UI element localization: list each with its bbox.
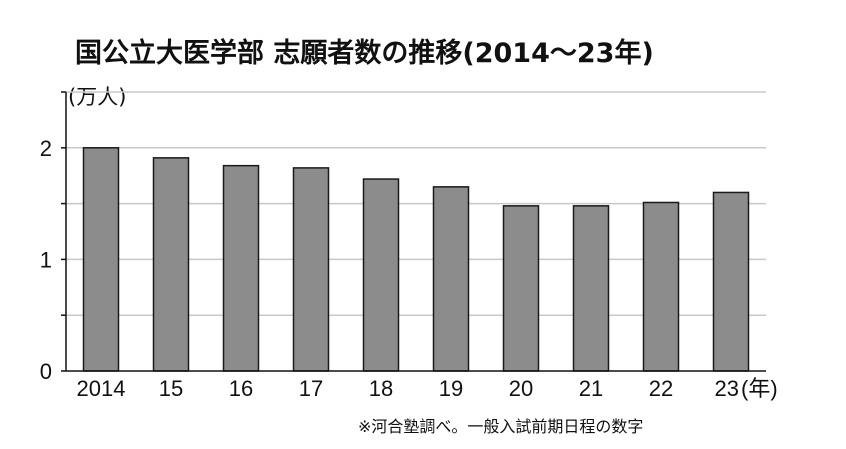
y-axis-unit-label: (万人) [68, 85, 126, 109]
bars [82, 147, 750, 372]
x-tick-label: 23 [715, 376, 739, 401]
chart-title: 国公立大医学部 志願者数の推移(2014〜23年) [75, 37, 654, 69]
y-tick-label: 2 [40, 136, 52, 161]
bar [362, 178, 400, 372]
bar [222, 164, 260, 372]
bar [152, 157, 190, 372]
x-tick-label: 17 [299, 376, 323, 401]
x-tick-label: 22 [649, 376, 673, 401]
x-tick-label: 21 [579, 376, 603, 401]
x-tick-label: 20 [509, 376, 533, 401]
bar [642, 201, 680, 372]
bar [432, 186, 470, 372]
bar [292, 167, 330, 372]
x-tick-label: 16 [229, 376, 253, 401]
bar [712, 191, 750, 372]
x-axis-unit-label: (年) [741, 376, 778, 401]
y-tick-label: 0 [40, 359, 52, 384]
source-note: ※河合塾調べ。一般入試前期日程の数字 [358, 417, 643, 436]
axes [61, 91, 766, 372]
x-tick-label: 15 [159, 376, 183, 401]
bar [502, 205, 540, 372]
tick-labels: 0 1 2 2014 15 16 17 18 19 20 21 22 23 [40, 136, 739, 401]
y-tick-label: 1 [40, 247, 52, 272]
bar [82, 147, 120, 372]
x-tick-label: 18 [369, 376, 393, 401]
bar [572, 205, 610, 372]
x-tick-label: 2014 [77, 376, 126, 401]
x-tick-label: 19 [439, 376, 463, 401]
